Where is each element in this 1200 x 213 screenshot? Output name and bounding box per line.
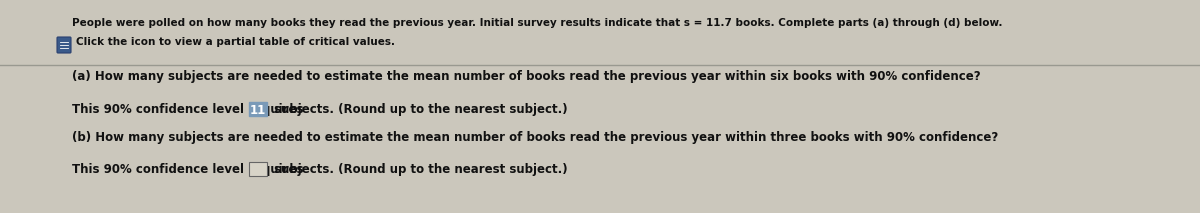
Text: 11: 11 [250,104,266,117]
Text: (a) How many subjects are needed to estimate the mean number of books read the p: (a) How many subjects are needed to esti… [72,70,980,83]
Text: People were polled on how many books they read the previous year. Initial survey: People were polled on how many books the… [72,18,1002,28]
Text: Click the icon to view a partial table of critical values.: Click the icon to view a partial table o… [76,37,395,47]
FancyBboxPatch shape [58,37,71,53]
Bar [0,0,1200,65]
Text: subjects. (Round up to the nearest subject.): subjects. (Round up to the nearest subje… [270,103,568,116]
Text: subjects. (Round up to the nearest subject.): subjects. (Round up to the nearest subje… [270,163,568,176]
Bar [248,162,266,176]
Bar [248,102,266,116]
Text: (b) How many subjects are needed to estimate the mean number of books read the p: (b) How many subjects are needed to esti… [72,131,998,144]
Text: This 90% confidence level requires: This 90% confidence level requires [72,103,307,116]
Text: This 90% confidence level requires: This 90% confidence level requires [72,163,307,176]
